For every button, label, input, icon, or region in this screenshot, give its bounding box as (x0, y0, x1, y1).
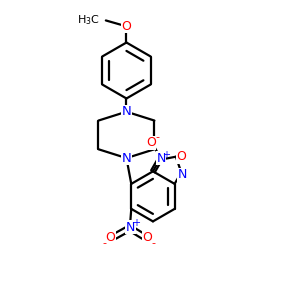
Text: O: O (146, 136, 156, 149)
Text: O: O (142, 231, 152, 244)
Text: O: O (176, 150, 186, 163)
Text: -: - (152, 238, 155, 248)
Text: +: + (162, 149, 170, 160)
Text: -: - (103, 238, 106, 248)
Text: H$_3$C: H$_3$C (77, 14, 100, 27)
Text: N: N (126, 220, 135, 234)
Text: N: N (156, 152, 166, 165)
Text: N: N (122, 152, 131, 165)
Text: N: N (122, 105, 131, 118)
Text: N: N (178, 168, 188, 181)
Text: O: O (105, 231, 115, 244)
Text: O: O (122, 20, 131, 33)
Text: +: + (132, 218, 140, 228)
Text: -: - (155, 133, 159, 142)
